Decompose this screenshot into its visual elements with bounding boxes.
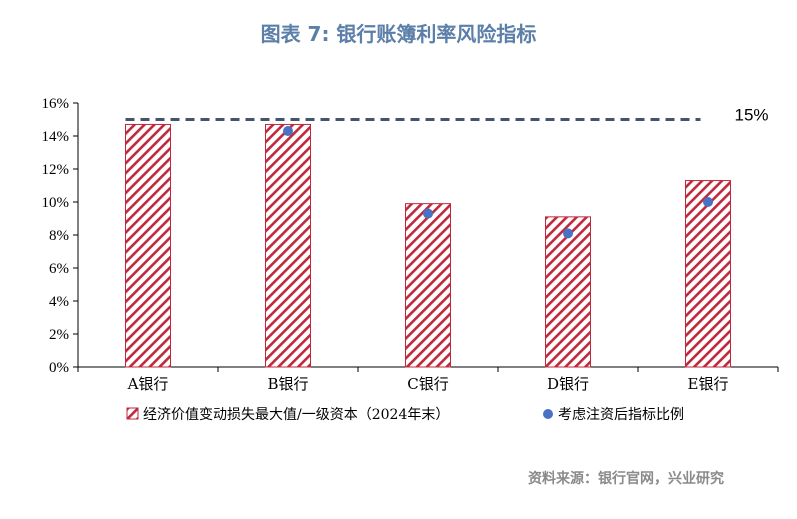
bar-series	[125, 123, 731, 368]
y-tick-label: 10%	[42, 195, 70, 211]
legend-point-swatch	[543, 409, 553, 419]
bar	[125, 123, 171, 368]
data-point	[283, 126, 293, 137]
bar	[685, 180, 731, 368]
y-tick-label: 4%	[49, 294, 69, 310]
data-point	[563, 228, 573, 239]
legend-bar-swatch	[126, 407, 139, 420]
y-tick-label: 14%	[42, 129, 70, 145]
source-note: 资料来源：银行官网，兴业研究	[528, 471, 724, 487]
y-tick-label: 0%	[49, 360, 69, 376]
legend: 经济价值变动损失最大值/一级资本（2024年末） 考虑注资后指标比例	[126, 407, 684, 423]
x-tick-label: D银行	[547, 375, 589, 393]
data-point	[703, 197, 713, 207]
point-series	[283, 126, 713, 239]
legend-bar-label: 经济价值变动损失最大值/一级资本（2024年末）	[143, 407, 449, 423]
y-tick-label: 2%	[49, 327, 69, 343]
y-tick-label: 16%	[42, 96, 70, 112]
x-tick-label: A银行	[127, 375, 169, 393]
bar	[265, 123, 311, 368]
y-tick-label: 6%	[49, 261, 69, 277]
data-point	[423, 208, 433, 219]
reference-line-label: 15%	[735, 106, 769, 125]
legend-point-label: 考虑注资后指标比例	[558, 407, 684, 423]
x-tick-label: C银行	[407, 375, 448, 393]
y-tick-label: 8%	[49, 228, 69, 244]
y-tick-label: 12%	[42, 162, 70, 178]
chart-title: 图表 7: 银行账簿利率风险指标	[260, 22, 537, 46]
reference-line: 15%	[125, 106, 769, 125]
x-tick-label: E银行	[688, 375, 729, 393]
bar	[405, 203, 451, 368]
x-tick-label: B银行	[267, 375, 308, 393]
bar	[545, 216, 591, 368]
